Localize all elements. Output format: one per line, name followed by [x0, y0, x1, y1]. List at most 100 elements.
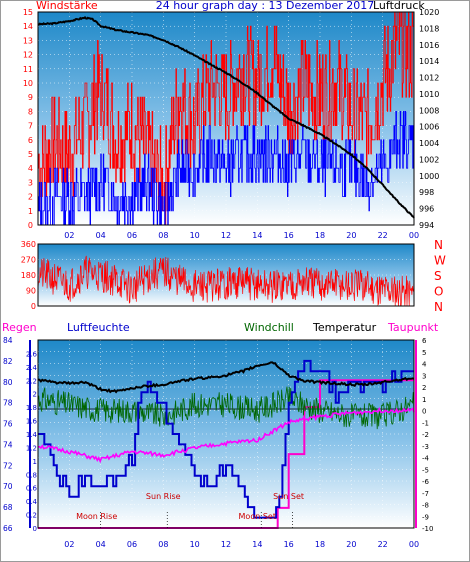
humidity-tick: 72 — [3, 461, 13, 470]
panel1-x-axis: 02 04 06 08 10 12 14 16 18 20 22 00 — [64, 231, 419, 240]
luftdruck-tick: 1012 — [419, 74, 439, 83]
windstaerke-tick: 9 — [28, 93, 33, 102]
hour-tick: 04 — [96, 231, 106, 240]
event-label: Sun Rise — [146, 492, 181, 501]
panel3-x-axis: 02 04 06 08 10 12 14 16 18 20 22 00 — [64, 540, 419, 549]
legend-temperatur: Temperatur — [312, 321, 377, 334]
luftdruck-tick: 1006 — [419, 123, 439, 132]
hour-tick: 04 — [96, 540, 106, 549]
hour-tick: 16 — [284, 231, 294, 240]
luftdruck-tick: 996 — [419, 205, 434, 214]
temperature-tick: -2 — [422, 431, 429, 439]
hour-tick: 22 — [378, 231, 388, 240]
compass-label: S — [434, 269, 442, 283]
compass-label: W — [434, 254, 446, 268]
panel1-right-axis: 994 996 998 1000 1002 1004 1006 1008 1010 1012 101… — [419, 8, 439, 230]
windstaerke-tick: 11 — [23, 65, 33, 74]
compass-label: O — [434, 285, 443, 299]
hour-tick: 20 — [346, 231, 356, 240]
hour-tick: 12 — [221, 540, 231, 549]
windstaerke-tick: 6 — [28, 136, 33, 145]
humidity-tick: 80 — [3, 378, 13, 387]
windstaerke-tick: 12 — [23, 51, 33, 60]
panel3-border — [37, 339, 415, 529]
regen-tick: 1.2 — [26, 444, 37, 452]
wind-direction-line — [37, 255, 415, 307]
luftdruck-tick: 1010 — [419, 90, 439, 99]
wind-direction-tick: 90 — [26, 287, 36, 296]
temperature-tick: -5 — [422, 466, 429, 474]
windstaerke-tick: 8 — [28, 107, 33, 116]
hour-tick: 08 — [158, 540, 168, 549]
hour-tick: 14 — [252, 540, 262, 549]
temperature-tick: -4 — [422, 455, 430, 463]
windstaerke-tick: 10 — [23, 79, 33, 88]
compass-label: N — [434, 238, 443, 252]
pressure-line — [37, 16, 415, 219]
luftdruck-tick: 994 — [419, 221, 434, 230]
legend-luftfeuchte: Luftfeuchte — [67, 321, 130, 334]
luftdruck-tick: 1008 — [419, 106, 439, 115]
temperature-tick: -7 — [422, 490, 429, 498]
luftdruck-tick: 1020 — [419, 8, 439, 17]
temperature-tick: 1 — [422, 396, 426, 404]
wind-direction-tick: 0 — [31, 302, 36, 311]
luftdruck-tick: 1002 — [419, 155, 439, 164]
humidity-axis: 66 68 70 72 74 76 78 80 82 84 — [3, 336, 13, 533]
wind-speed-line — [38, 111, 415, 226]
temperature-tick: -9 — [422, 513, 429, 521]
windstaerke-tick: 7 — [28, 122, 33, 131]
legend-taupunkt: Taupunkt — [387, 321, 439, 334]
temperature-tick: -8 — [422, 502, 429, 510]
dewpoint-line — [37, 406, 415, 464]
chart-title: 24 hour graph day : 13 Dezember 2017 — [156, 0, 375, 12]
panel2-left-axis: 0 90 180 270 360 — [21, 240, 36, 311]
hour-tick: 08 — [158, 231, 168, 240]
hour-tick: 14 — [252, 231, 262, 240]
hour-tick: 18 — [315, 231, 325, 240]
humidity-tick: 76 — [3, 420, 13, 429]
hour-tick: 12 — [221, 231, 231, 240]
legend-windchill: Windchill — [244, 321, 294, 334]
temperature-tick: -3 — [422, 443, 429, 451]
hour-tick: 00 — [409, 540, 419, 549]
hour-tick: 22 — [378, 540, 388, 549]
hour-tick: 18 — [315, 540, 325, 549]
rain-line — [38, 379, 414, 529]
hour-tick: 16 — [284, 540, 294, 549]
temperature-humidity-panel: Regen Luftfeuchte Windchill Temperatur T… — [2, 321, 439, 549]
windstaerke-tick: 3 — [28, 178, 33, 187]
regen-tick: 2.6 — [26, 350, 38, 358]
temperature-tick: 6 — [422, 337, 427, 345]
luftdruck-tick: 1000 — [419, 172, 439, 181]
temperature-tick: 5 — [422, 349, 426, 357]
windstaerke-tick: 5 — [28, 150, 33, 159]
temperature-tick: 2 — [422, 384, 426, 392]
event-label: Moon Set — [239, 512, 276, 521]
regen-tick: 1.6 — [26, 418, 38, 426]
gust-line — [38, 11, 415, 226]
luftdruck-tick: 1004 — [419, 139, 439, 148]
regen-tick: 0 — [33, 525, 37, 533]
hour-tick: 10 — [190, 540, 200, 549]
hour-tick: 00 — [409, 231, 419, 240]
luftdruck-tick: 1018 — [419, 24, 439, 33]
humidity-tick: 78 — [3, 399, 13, 408]
hour-tick: 02 — [64, 540, 74, 549]
windstaerke-tick: 1 — [28, 207, 33, 216]
temperature-tick: -10 — [422, 525, 433, 533]
humidity-tick: 70 — [3, 482, 13, 491]
temperature-tick: 4 — [422, 361, 427, 369]
humidity-tick: 66 — [3, 524, 13, 533]
temperature-tick: -1 — [422, 419, 429, 427]
hour-tick: 20 — [346, 540, 356, 549]
panel2-marks — [37, 255, 415, 307]
regen-tick: 0.4 — [26, 498, 38, 506]
regen-tick: 2 — [33, 391, 37, 399]
regen-tick: 0.2 — [26, 512, 37, 520]
